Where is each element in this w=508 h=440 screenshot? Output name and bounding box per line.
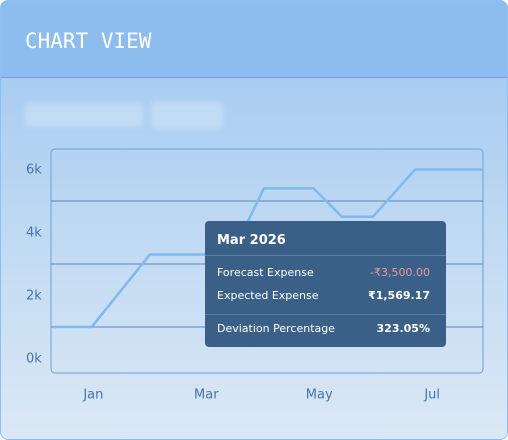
- tooltip-title: Mar 2026: [217, 233, 286, 248]
- separator: [205, 314, 446, 315]
- y-tick-label: 0k: [26, 352, 42, 367]
- row-value: 323.05%: [376, 322, 430, 335]
- plot-frame: [50, 148, 484, 374]
- header-title: CHART VIEW: [25, 29, 152, 53]
- tooltip-row: Deviation Percentage 323.05%: [217, 322, 430, 335]
- separator: [205, 255, 446, 256]
- row-label: Expected Expense: [217, 289, 319, 302]
- header: CHART VIEW: [1, 1, 507, 78]
- row-label: Forecast Expense: [217, 266, 314, 279]
- row-value: ₹1,569.17: [368, 289, 430, 302]
- row-value: -₹3,500.00: [370, 266, 430, 279]
- x-tick-label: Jan: [82, 388, 103, 403]
- blurred-badge: [151, 101, 223, 129]
- tooltip-row: Expected Expense ₹1,569.17: [217, 289, 430, 302]
- row-label: Deviation Percentage: [217, 322, 335, 335]
- x-tick-label: Jul: [423, 388, 440, 403]
- x-tick-label: Mar: [194, 388, 219, 403]
- data-line: [53, 168, 483, 329]
- tooltip: Mar 2026 Forecast Expense -₹3,500.00 Expe…: [205, 221, 446, 347]
- y-tick-label: 4k: [26, 225, 42, 240]
- y-tick-label: 6k: [26, 162, 42, 177]
- tooltip-row: Forecast Expense -₹3,500.00: [217, 266, 430, 279]
- x-tick-label: May: [306, 388, 333, 403]
- blurred-label: [25, 103, 143, 127]
- y-tick-label: 2k: [26, 289, 42, 304]
